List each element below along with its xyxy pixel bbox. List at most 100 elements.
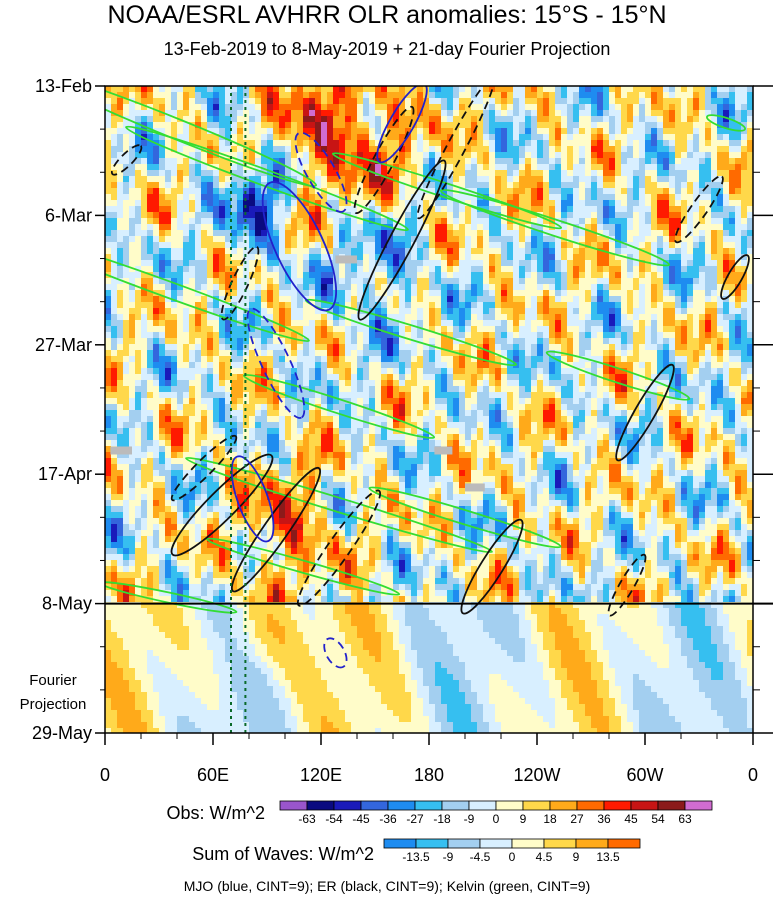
obs-colorbar-tick-label: -54 [325,812,343,826]
missing-data-box [465,483,485,492]
missing-data-box [434,446,453,455]
kelvin-contour [105,236,310,343]
kelvin-contour [439,188,671,267]
sum-colorbar-tick-label: -4.5 [470,850,491,864]
er-contour [615,363,675,462]
obs-colorbar-tick-label: -36 [379,812,397,826]
sum-colorbar-swatch [511,838,545,849]
sum-colorbar-swatch [479,838,513,849]
obs-colorbar-tick-label: 18 [543,812,557,826]
obs-colorbar-swatch [360,800,389,811]
sum-colorbar-tick-label: 0 [509,850,516,864]
sum-colorbar-label: Sum of Waves: W/m^2 [192,844,374,864]
er-contour [607,553,647,617]
obs-colorbar-swatch [495,800,524,811]
obs-colorbar-tick-label: 63 [678,812,692,826]
obs-colorbar-tick-label: 9 [520,812,527,826]
chart-title: NOAA/ESRL AVHRR OLR anomalies: 15°S - 15… [107,1,667,29]
sum-colorbar-swatch [543,838,577,849]
missing-data-box [110,446,132,455]
y-tick-label: 13-Feb [35,76,92,96]
obs-colorbar-tick-label: 27 [570,812,584,826]
sum-colorbar-tick-label: 13.5 [596,850,620,864]
mjo-contour [261,181,338,312]
colorbars: Obs: W/m^2 -63 -54 -45 -36 -27 -18 -9 0 9 18 27 36 45… [167,800,713,864]
mjo-contour [246,307,306,419]
projection-label: Projection [20,696,87,713]
sum-colorbar-swatch [575,838,609,849]
obs-colorbar-swatch [306,800,335,811]
mjo-contour [376,86,428,164]
sum-colorbar-tick-label: -9 [443,850,454,864]
obs-colorbar-swatch [684,800,713,811]
wave-contours [105,86,750,669]
obs-colorbar-tick-label: 36 [597,812,611,826]
mjo-contour [230,455,275,543]
mjo-contour [294,131,348,213]
obs-colorbar-swatch [468,800,497,811]
obs-colorbar-tick-label: -18 [433,812,451,826]
sum-colorbar-swatch [607,838,641,849]
kelvin-contour [125,125,409,232]
obs-colorbar-swatch [603,800,632,811]
kelvin-contour [545,350,691,401]
x-tick-label: 60E [197,765,229,785]
obs-colorbar-swatch [414,800,443,811]
kelvin-contour [331,152,563,230]
kelvin-contour [185,456,493,554]
sum-colorbar-tick-label: -13.5 [402,850,430,864]
x-tick-label: 0 [748,765,758,785]
sum-colorbar-tick-label: 9 [573,850,580,864]
obs-colorbar-tick-label: -9 [464,812,475,826]
er-contour [357,159,447,321]
er-contour [170,434,238,502]
er-contour [220,245,260,321]
sum-colorbar-swatch [447,838,481,849]
obs-colorbar-tick-label: 45 [624,812,638,826]
contour-legend: MJO (blue, CINT=9); ER (black, CINT=9); … [183,878,591,894]
x-tick-label: 180 [414,765,444,785]
y-tick-label: 27-Mar [35,335,92,355]
x-tick-label: 120E [300,765,342,785]
olr-anomaly-field [105,86,753,733]
obs-colorbar-tick-label: -27 [406,812,424,826]
x-tick-label: 120W [513,765,560,785]
kelvin-contour [242,373,436,439]
obs-colorbar-swatch [657,800,686,811]
kelvin-contour [205,537,401,596]
y-tick-label: 17-Apr [38,464,92,484]
sum-colorbar-swatch [415,838,449,849]
er-contour [230,466,322,593]
obs-colorbar-swatch [630,800,659,811]
kelvin-contour [105,581,238,614]
er-contour [416,86,496,220]
obs-colorbar-swatch [333,800,362,811]
kelvin-contour [368,486,562,549]
obs-colorbar-tick-label: 0 [493,812,500,826]
mjo-contour [323,637,348,669]
er-contour [110,144,143,176]
y-tick-label: 6-Mar [45,205,92,225]
obs-colorbar-swatch [576,800,605,811]
x-tick-label: 0 [100,765,110,785]
obs-colorbar-swatch [441,800,470,811]
sum-colorbar-tick-label: 4.5 [536,850,553,864]
obs-colorbar-tick-label: -63 [298,812,316,826]
plot-overlay [105,86,773,733]
plot-axes: 13-Feb 6-Mar 27-Mar 17-Apr 8-May 29-May Fourie… [20,76,773,785]
y-tick-label: 29-May [32,723,92,743]
er-contour [296,489,382,607]
x-tick-label: 60W [626,765,663,785]
obs-colorbar-swatch [387,800,416,811]
kelvin-contour [706,114,746,132]
er-contour [720,254,750,300]
sum-colorbar-swatch [383,838,417,849]
er-contour [674,175,724,244]
obs-colorbar-swatch [522,800,551,811]
obs-colorbar-label: Obs: W/m^2 [167,803,265,823]
obs-colorbar-tick-label: 54 [651,812,665,826]
missing-data-box [335,255,357,264]
obs-colorbar-swatch [279,800,308,811]
y-tick-label: 8-May [42,594,92,614]
